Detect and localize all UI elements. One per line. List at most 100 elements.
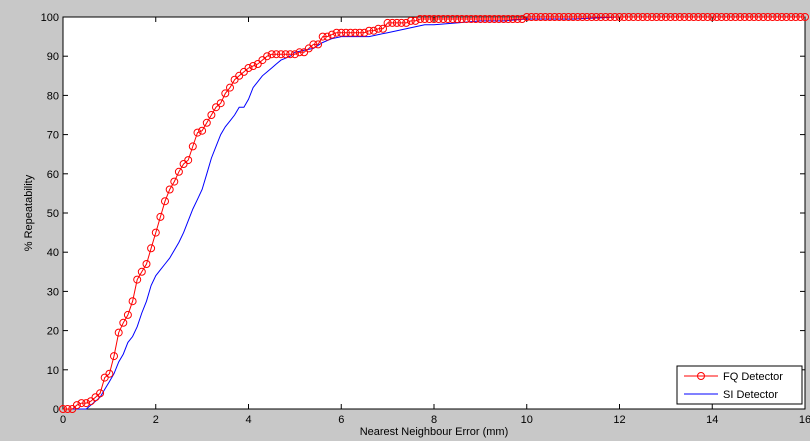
- fq-detector-data-point: [281, 50, 290, 59]
- fq-detector-data-point: [620, 13, 629, 21]
- fq-detector-data-point: [610, 13, 619, 21]
- y-tick-label: 80: [47, 90, 59, 102]
- fq-detector-data-point: [161, 197, 169, 206]
- fq-detector-data-point: [165, 185, 174, 194]
- fq-detector-data-point: [420, 15, 429, 23]
- fq-detector-data-point: [634, 13, 643, 21]
- y-tick-label: 60: [47, 169, 59, 181]
- fq-detector-data-point: [481, 15, 489, 23]
- fq-detector-data-point: [513, 15, 522, 23]
- fq-detector-data-point: [722, 13, 731, 21]
- fq-detector-data-point: [114, 328, 123, 337]
- fq-detector-data-point: [91, 393, 100, 402]
- fq-detector-data-point: [119, 318, 128, 327]
- fq-detector-data-point: [249, 62, 258, 70]
- axis-ticks: 0 2 4 6 8 10 12 14 16 0 10 20 30 40 50 60 70 80 90 100: [41, 12, 810, 426]
- fq-detector-data-point: [773, 13, 782, 21]
- si-detector-series-line: [63, 16, 805, 410]
- fq-detector-data-point: [615, 13, 624, 21]
- fq-detector-data-point: [147, 244, 156, 253]
- y-tick-label: 70: [47, 130, 59, 142]
- fq-detector-data-point: [137, 267, 146, 276]
- fq-detector-data-point: [272, 50, 281, 59]
- fq-detector-data-point: [652, 13, 661, 21]
- fq-detector-data-point: [508, 15, 517, 23]
- fq-detector-data-point: [286, 50, 295, 59]
- fq-detector-data-point: [467, 15, 476, 23]
- fq-detector-data-point: [332, 28, 341, 37]
- fq-detector-data-point: [318, 32, 327, 41]
- fq-detector-data-point: [96, 389, 105, 398]
- legend-fq-marker-icon: [697, 372, 705, 380]
- x-tick-label: 10: [521, 414, 533, 426]
- fq-detector-data-point: [759, 13, 768, 21]
- fq-detector-data-point: [754, 13, 763, 21]
- x-tick-label: 0: [60, 414, 66, 426]
- fq-detector-data-point: [555, 13, 564, 21]
- fq-detector-data-point: [133, 275, 142, 284]
- fq-detector-data-point: [309, 40, 318, 49]
- fq-detector-data-point: [277, 50, 285, 59]
- fq-detector-data-point: [59, 405, 67, 413]
- x-tick-label: 6: [338, 414, 344, 426]
- fq-detector-data-point: [193, 128, 202, 137]
- fq-detector-data-point: [787, 13, 796, 21]
- fq-detector-data-point: [532, 13, 540, 21]
- fq-detector-data-point: [545, 13, 554, 21]
- fq-detector-data-point: [703, 13, 712, 21]
- fq-detector-data-point: [643, 13, 652, 21]
- fq-detector-data-point: [123, 310, 132, 319]
- fq-detector-data-point: [541, 13, 550, 21]
- y-tick-label: 100: [41, 12, 59, 24]
- fq-detector-data-point: [499, 15, 508, 23]
- fq-detector-data-point: [406, 16, 415, 25]
- fq-detector-data-point: [397, 18, 406, 27]
- fq-detector-data-point: [457, 15, 466, 23]
- fq-detector-data-point: [629, 13, 638, 21]
- fq-detector-data-point: [443, 15, 452, 23]
- fq-detector-data-point: [536, 13, 545, 21]
- fq-detector-data-point: [592, 13, 601, 21]
- fq-detector-data-point: [573, 13, 582, 21]
- fq-detector-data-point: [717, 13, 726, 21]
- fq-detector-data-point: [448, 15, 457, 23]
- fq-detector-data-point: [374, 24, 383, 33]
- fq-detector-data-point: [439, 15, 448, 23]
- fq-detector-data-point: [745, 13, 754, 21]
- plot-area: [62, 16, 806, 410]
- y-tick-label: 40: [47, 247, 59, 259]
- fq-detector-data-point: [490, 15, 499, 23]
- fq-detector-data-point: [216, 99, 225, 108]
- fq-detector-data-point: [768, 13, 777, 21]
- fq-detector-data-point: [63, 405, 72, 413]
- fq-detector-data-point: [68, 405, 77, 413]
- fq-detector-data-point: [434, 15, 443, 23]
- fq-detector-data-point: [504, 15, 513, 23]
- x-tick-label: 2: [153, 414, 159, 426]
- fq-detector-data-point: [430, 15, 438, 23]
- fq-detector-data-point: [365, 26, 374, 35]
- fq-detector-data-point: [416, 15, 425, 23]
- fq-detector-data-point: [569, 13, 578, 21]
- fq-detector-data-point: [355, 28, 364, 37]
- fq-detector-data-point: [476, 15, 485, 23]
- fq-detector-data-point: [198, 126, 207, 135]
- fq-detector-data-point: [226, 83, 234, 92]
- fq-detector-data-point: [726, 13, 735, 21]
- fq-detector-data-point: [583, 13, 591, 21]
- fq-detector-data-point: [564, 13, 573, 21]
- fq-detector-data-point: [202, 118, 211, 127]
- fq-detector-data-point: [207, 111, 216, 119]
- fq-detector-data-point: [685, 13, 694, 21]
- y-axis-label: % Repeatability: [23, 174, 35, 251]
- x-tick-label: 8: [431, 414, 437, 426]
- fq-detector-data-point: [601, 13, 610, 21]
- fq-detector-data-point: [648, 13, 656, 21]
- fq-detector-data-point: [244, 64, 253, 72]
- x-tick-label: 14: [706, 414, 718, 426]
- fq-detector-data-point: [212, 103, 220, 112]
- fq-detector-data-point: [485, 15, 494, 23]
- fq-detector-data-point: [587, 13, 596, 21]
- fq-detector-data-point: [657, 13, 666, 21]
- fq-detector-data-point: [328, 30, 336, 39]
